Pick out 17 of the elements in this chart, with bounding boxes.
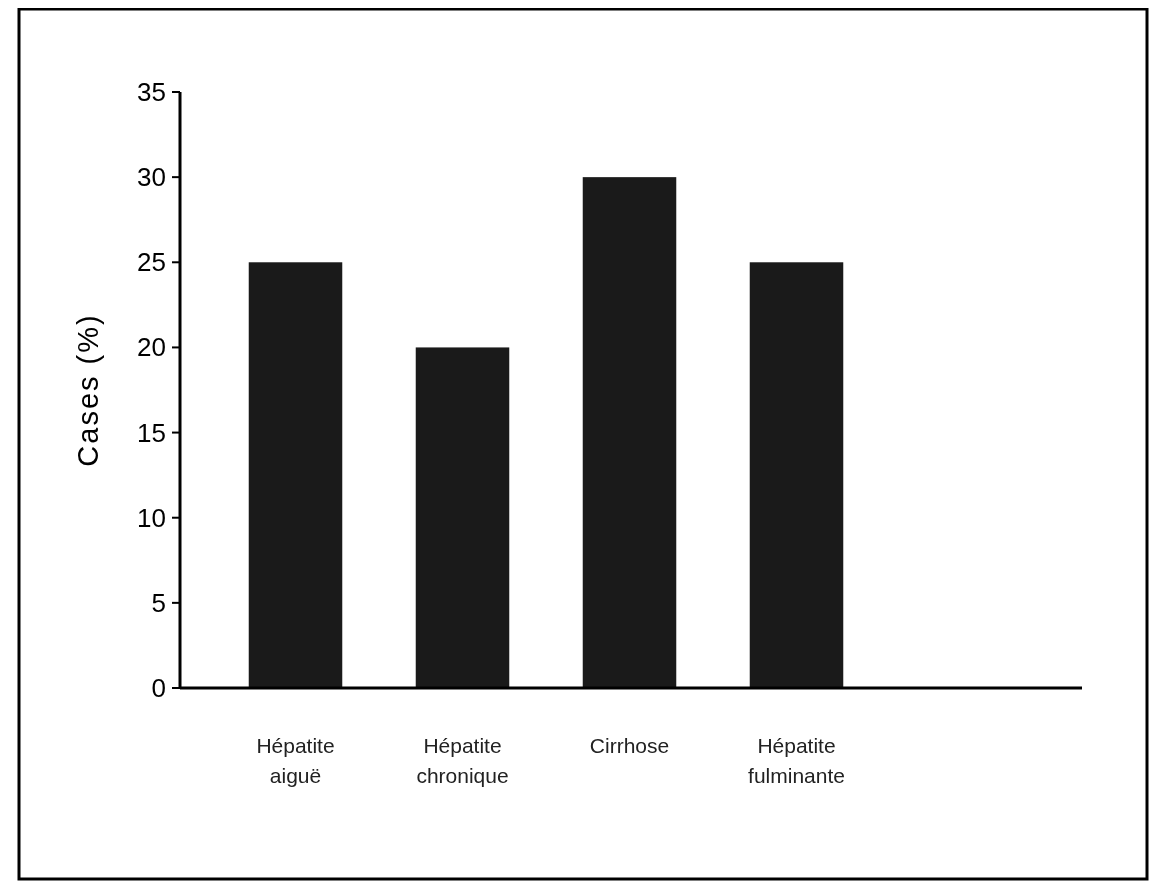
y-tick-label: 10 — [137, 502, 166, 533]
y-axis-title: Cases (%) — [72, 313, 104, 467]
bar — [582, 177, 677, 688]
y-tick-label: 15 — [137, 417, 166, 448]
x-tick-label: Hépatite aiguë — [256, 734, 335, 787]
y-tick-label: 30 — [137, 162, 166, 193]
bar — [415, 347, 510, 688]
x-tick-label: Hépatite chronique — [416, 734, 509, 787]
y-tick-label: 5 — [151, 587, 166, 618]
bar — [749, 262, 844, 688]
x-tick-label: Hépatite fulminante — [748, 734, 845, 787]
y-tick-label: 25 — [137, 247, 166, 278]
bar — [248, 262, 343, 688]
y-tick-label: 35 — [137, 77, 166, 107]
y-tick-label: 0 — [151, 673, 166, 703]
y-tick-label: 20 — [137, 332, 166, 363]
x-tick-label: Cirrhose — [589, 734, 670, 757]
